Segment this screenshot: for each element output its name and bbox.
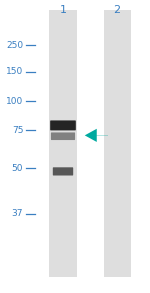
FancyBboxPatch shape	[51, 132, 75, 140]
Text: 1: 1	[60, 5, 66, 15]
Bar	[50, 10, 76, 277]
FancyBboxPatch shape	[50, 120, 76, 130]
Text: 37: 37	[12, 209, 23, 218]
Text: 100: 100	[6, 97, 23, 105]
FancyArrow shape	[85, 129, 108, 142]
FancyBboxPatch shape	[53, 167, 73, 176]
Text: 250: 250	[6, 41, 23, 50]
Bar	[103, 10, 130, 277]
Text: 150: 150	[6, 67, 23, 76]
Text: 75: 75	[12, 126, 23, 135]
Text: 2: 2	[113, 5, 121, 15]
Text: 50: 50	[12, 164, 23, 173]
